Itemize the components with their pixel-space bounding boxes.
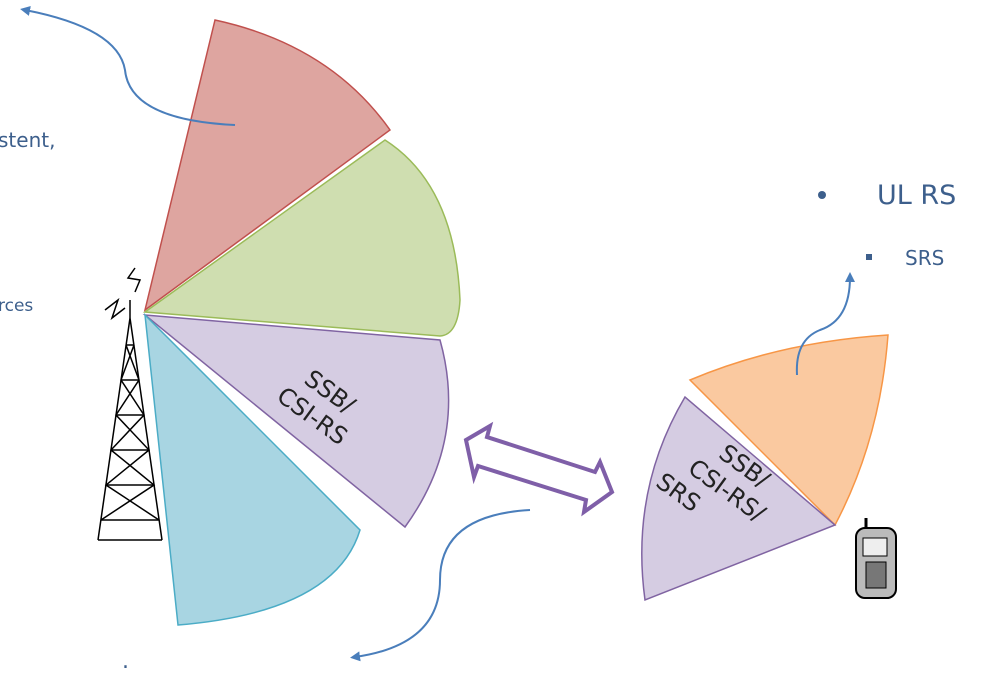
note-text: rces	[0, 296, 33, 316]
double-arrow	[466, 426, 612, 512]
bullet	[866, 254, 872, 260]
phone	[856, 518, 896, 598]
note-text: .	[122, 649, 129, 674]
diagram: SSB/ CSI-RS SSB/ CSI-RS/ SRS stent, rces…	[0, 0, 995, 692]
list-item: UL RS	[877, 180, 956, 211]
page: SSB/ CSI-RS SSB/ CSI-RS/ SRS stent, rces…	[0, 0, 995, 692]
note-text: stent,	[0, 128, 55, 152]
bullet	[818, 191, 826, 199]
list-sub-item: SRS	[905, 246, 944, 270]
curve-arrow	[355, 510, 530, 657]
